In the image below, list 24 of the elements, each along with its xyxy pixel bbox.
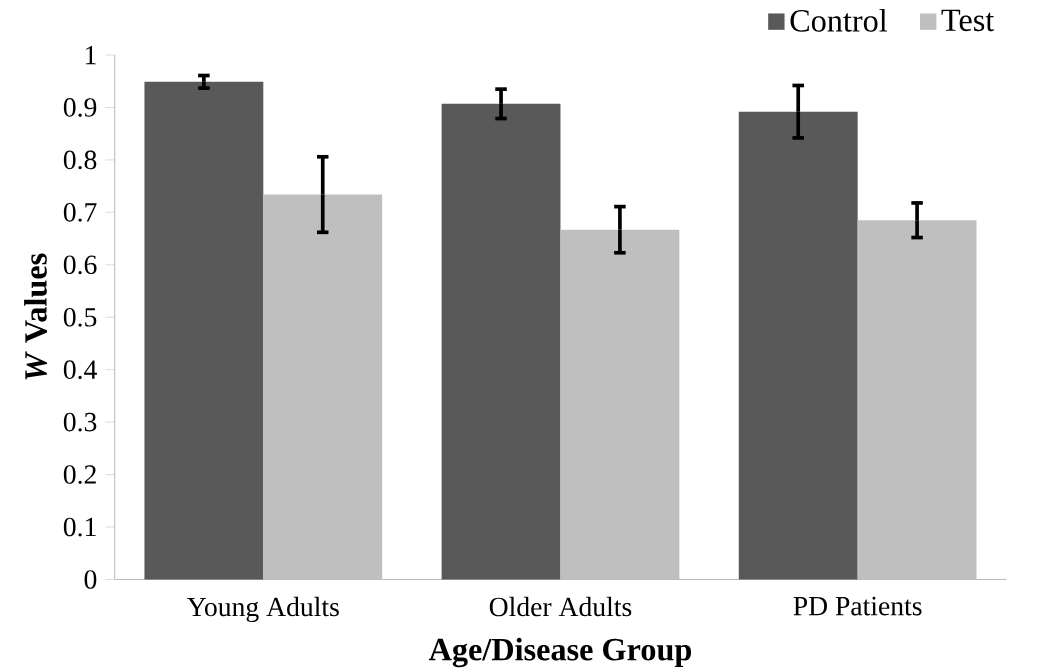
y-axis-title: W Values	[24, 253, 48, 380]
y-tick-label: 0.7	[63, 202, 97, 222]
y-tick-label: 0.8	[63, 150, 97, 170]
y-tick-label: 0.5	[63, 307, 97, 327]
y-tick-label: 0.3	[63, 412, 97, 432]
legend-label: Control	[790, 8, 888, 32]
y-tick-label: 0	[84, 570, 97, 589]
x-tick-label: Young Adults	[187, 596, 339, 622]
y-tick-label: 0.4	[63, 360, 97, 379]
bar	[738, 111, 858, 580]
bar	[857, 220, 977, 580]
bar	[560, 229, 680, 580]
bar	[263, 194, 383, 580]
bar	[441, 103, 561, 580]
y-tick-label: 0.2	[63, 465, 96, 484]
x-tick-label: Older Adults	[489, 596, 632, 617]
x-axis-title: Age/Disease Group	[428, 637, 692, 668]
y-tick-label: 0.6	[63, 255, 97, 275]
y-tick-label: 0.9	[63, 97, 97, 117]
y-tick-label: 1	[85, 45, 96, 65]
x-tick-label: PD Patients	[793, 596, 922, 616]
y-tick-label: 0.1	[63, 517, 96, 537]
bar	[144, 81, 264, 580]
legend-label: Test	[941, 9, 995, 32]
